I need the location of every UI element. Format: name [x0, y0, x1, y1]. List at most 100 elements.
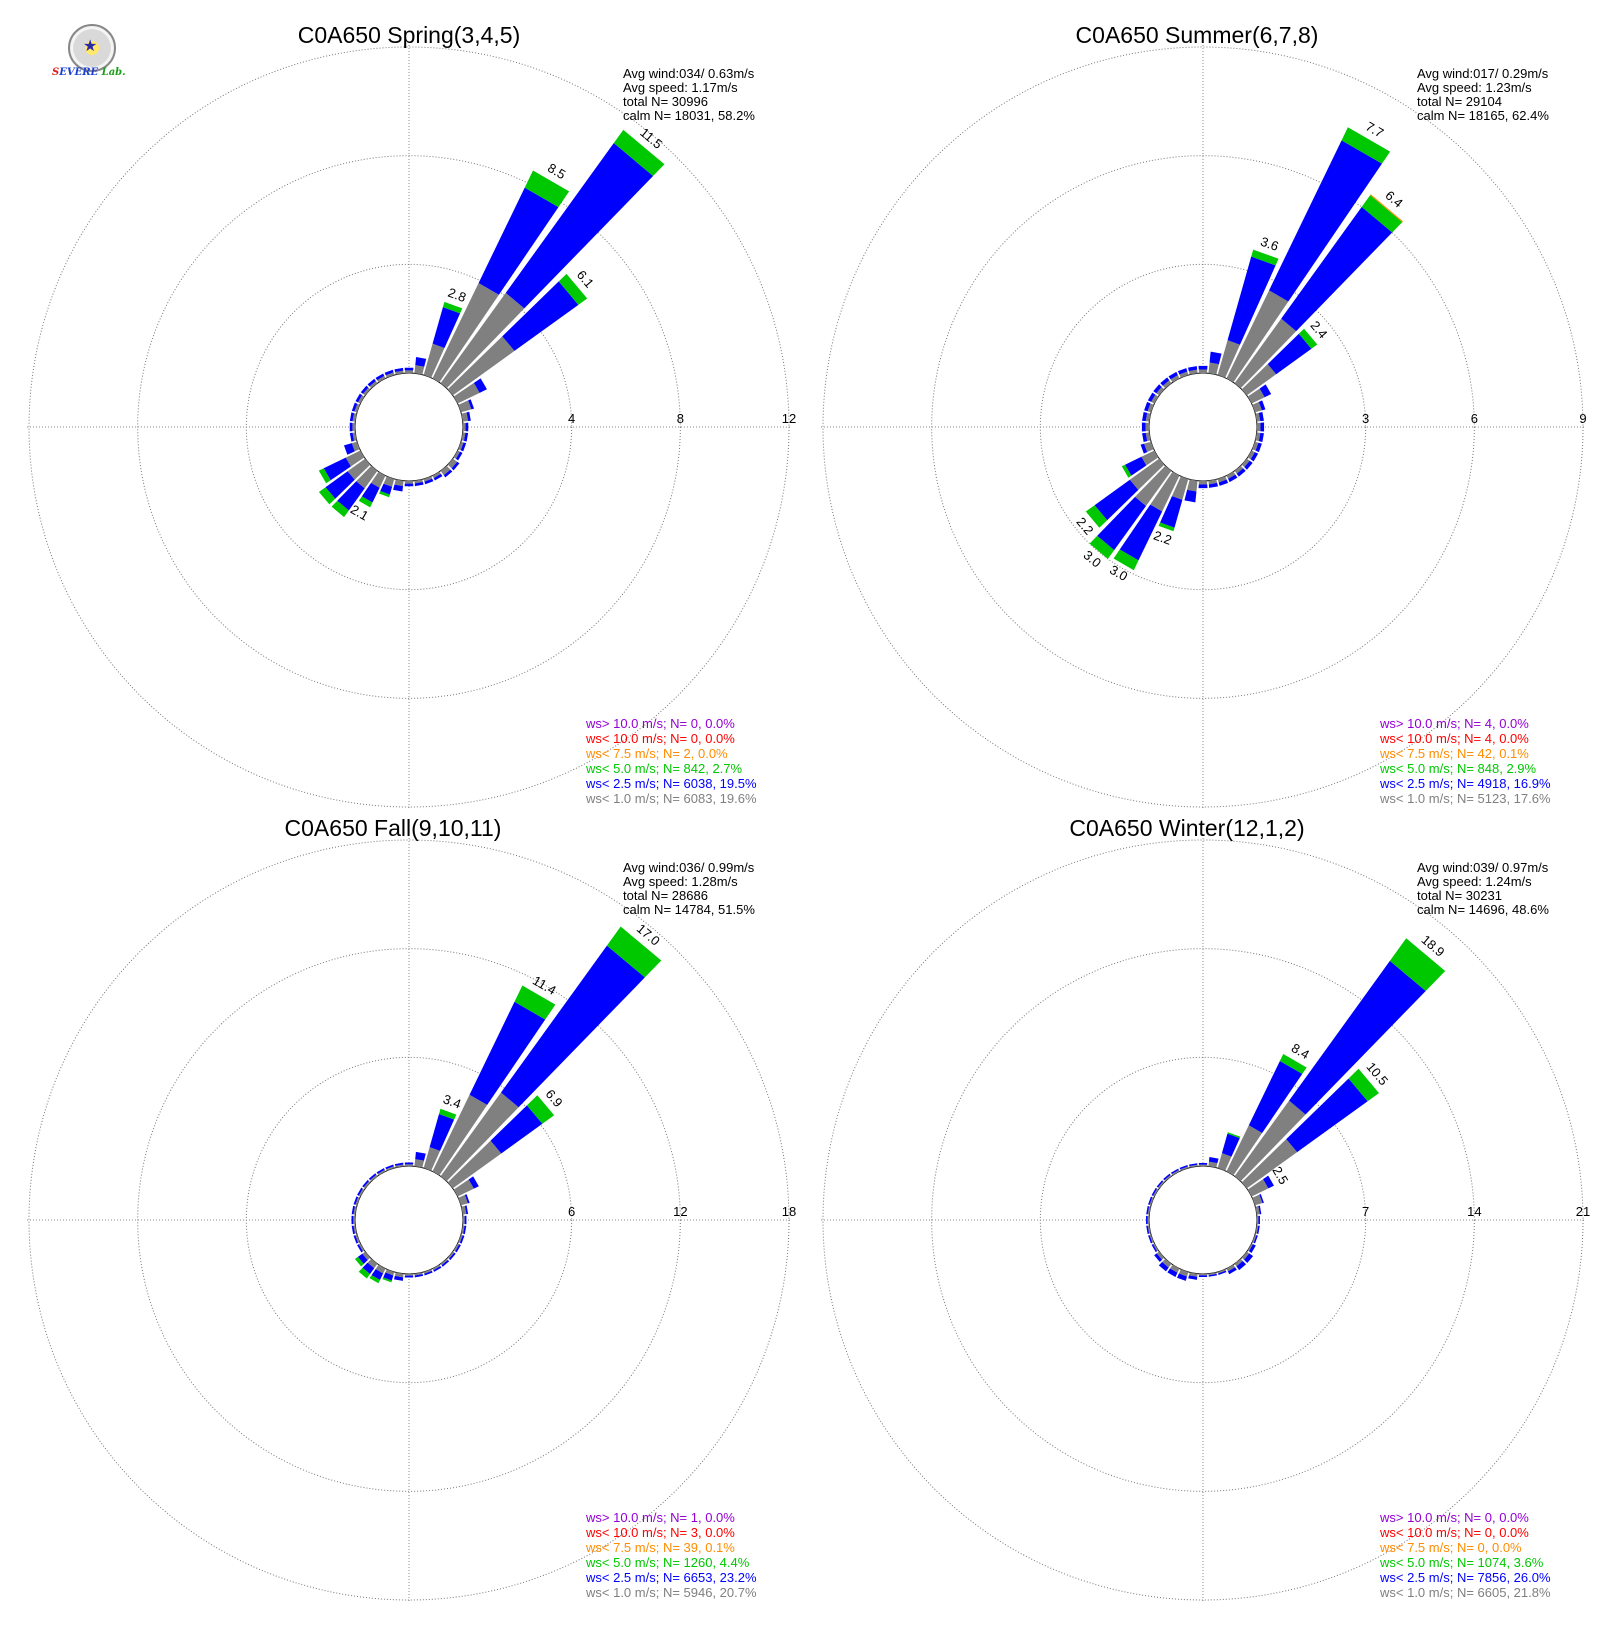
rose-bar-160-series-2: [1218, 1270, 1227, 1275]
stat-line: calm N= 18031, 58.2%: [623, 108, 755, 123]
rose-bar-260-series-1: [352, 432, 357, 441]
university-seal-icon: [68, 24, 116, 72]
rose-bar-30-series-2: [469, 1001, 546, 1105]
legend-entry: ws< 2.5 m/s; N= 6653, 23.2%: [585, 1570, 757, 1585]
rose-bar-130-series-2: [451, 461, 460, 471]
rose-bar-40-series-3: [1361, 195, 1403, 233]
rose-bar-330-series-2: [1170, 1168, 1179, 1175]
rose-bar-50-series-2: [490, 1105, 543, 1154]
rose-bar-230-series-1: [362, 1251, 371, 1261]
rose-bar-90-series-1: [1256, 422, 1261, 432]
rose-bar-20-series-2: [432, 307, 461, 349]
rose-bar-270-series-2: [1146, 1215, 1148, 1225]
rose-bar-300-series-1: [358, 1188, 365, 1197]
rose-bar-340-series-2: [384, 369, 394, 376]
ring-tick-label: 7: [1362, 1204, 1369, 1219]
rose-bar-20-series-2: [1227, 256, 1276, 345]
rose-bar-140-series-2: [1236, 1260, 1247, 1271]
rose-bar-50-series-2: [1286, 1078, 1368, 1153]
rose-bar-30-series-3: [1279, 1053, 1307, 1074]
rose-bar-120-series-1: [453, 1243, 460, 1252]
rose-bar-190-series-1: [1188, 1272, 1198, 1277]
rose-bar-80-series-1: [1255, 1205, 1260, 1215]
rose-bar-60-series-1: [453, 1179, 474, 1197]
rose-bar-340-series-1: [1180, 1166, 1189, 1171]
rose-bar-310-series-1: [1157, 1181, 1165, 1189]
ring-tick-label: 4: [568, 411, 575, 426]
rose-bar-280-series-1: [352, 413, 357, 422]
rose-bar-30-series-3: [514, 985, 556, 1020]
rose-bar-200-series-2: [383, 1272, 394, 1281]
rose-bar-220-series-3: [358, 1267, 370, 1279]
rose-bar-190-series-2: [393, 484, 403, 492]
rose-bar-220-series-2: [1097, 496, 1146, 551]
rose-bar-20-series-2: [1221, 1133, 1240, 1157]
rose-bar-320-series-1: [369, 380, 378, 389]
rose-bar-0-series-2: [404, 1162, 414, 1165]
rose-bar-80-series-2: [466, 411, 471, 421]
rose-bar-150-series-1: [1226, 1264, 1236, 1272]
rose-bar-20-series-3: [1251, 249, 1279, 266]
rose-bar-0-series-1: [1198, 369, 1208, 374]
rose-bar-330-series-1: [377, 375, 386, 383]
rose-bar-140-series-2: [443, 469, 453, 478]
rose-bar-60-series-2: [1263, 1175, 1274, 1189]
rose-bar-100-series-2: [463, 1225, 467, 1235]
rose-bar-190-series-2: [1188, 1275, 1198, 1280]
ring-tick-label: 14: [1467, 1204, 1481, 1219]
rose-bar-80-series-1: [1255, 412, 1261, 422]
rose-bar-0-series-2: [1198, 365, 1208, 370]
rose-bar-100-series-1: [1255, 1225, 1259, 1234]
rose-bar-210-series-3: [358, 496, 373, 508]
rose-bar-60-series-1: [1247, 1179, 1269, 1197]
rose-bar-140-series-2: [1236, 468, 1246, 477]
rose-bar-70-series-2: [464, 1194, 470, 1204]
rose-bar-160-series-1: [1217, 476, 1227, 483]
lab-logo-wordmark: SEVERE Lab.: [52, 67, 126, 78]
rose-bar-120-series-1: [453, 450, 461, 459]
rose-bar-60-series-1: [453, 382, 480, 404]
rose-bar-190-series-1: [1187, 479, 1198, 492]
rose-bar-50-series-3: [1348, 1068, 1380, 1102]
rose-bar-220-series-1: [356, 465, 378, 489]
rose-bar-140-series-1: [1234, 1258, 1243, 1267]
rose-bar-280-series-1: [1145, 412, 1151, 422]
rose-bar-50-series-2: [1267, 333, 1312, 375]
rose-bar-20-series-1: [1217, 340, 1240, 378]
rose-bar-230-series-2: [1094, 479, 1139, 521]
range-ring: [137, 155, 681, 699]
rose-bar-10-series-1: [1208, 1161, 1218, 1168]
rose-bar-30-series-2: [478, 187, 559, 295]
rose-bar-90-series-1: [462, 422, 466, 432]
calm-circle: [354, 1165, 464, 1275]
rose-bar-200-series-1: [383, 476, 395, 487]
rose-bar-40-series-3: [1389, 938, 1446, 991]
rose-bar-260-series-1: [1145, 432, 1151, 442]
rose-bar-80-series-2: [1258, 1205, 1262, 1215]
rose-bar-100-series-1: [461, 1225, 465, 1234]
legend-entry: ws< 1.0 m/s; N= 5123, 17.6%: [1379, 791, 1551, 806]
rose-bar-30-series-2: [1248, 1060, 1303, 1133]
rose-bar-130-series-1: [447, 1251, 455, 1259]
rose-bar-90-series-2: [1260, 422, 1265, 432]
rose-bar-290-series-2: [1148, 1196, 1153, 1205]
rose-bar-240-series-3: [1121, 464, 1132, 478]
rose-bar-30-series-2: [1269, 140, 1382, 302]
rose-bar-120-series-1: [1247, 450, 1255, 460]
legend-entry: ws> 10.0 m/s; N= 0, 0.0%: [585, 716, 735, 731]
rose-bar-230-series-3: [1085, 505, 1108, 528]
legend-entry: ws< 5.0 m/s; N= 1260, 4.4%: [585, 1555, 750, 1570]
rose-bar-210-series-1: [1170, 1264, 1180, 1273]
rose-bar-120-series-2: [455, 1244, 461, 1253]
rose-bar-70-series-1: [458, 1194, 468, 1206]
legend-entry: ws< 7.5 m/s; N= 0, 0.0%: [1379, 1540, 1522, 1555]
stat-line: Avg wind:036/ 0.99m/s: [623, 860, 755, 875]
rose-bar-220-series-1: [1162, 1258, 1172, 1268]
rose-bar-260-series-2: [349, 432, 355, 442]
rose-bar-10-series-2: [415, 1151, 426, 1161]
legend-entry: ws< 7.5 m/s; N= 42, 0.1%: [1379, 746, 1529, 761]
rose-bar-320-series-1: [1162, 380, 1172, 389]
rose-bar-350-series-1: [395, 1164, 404, 1168]
rose-bar-300-series-2: [1151, 1187, 1158, 1196]
bar-total-label: 3.4: [441, 1091, 463, 1111]
